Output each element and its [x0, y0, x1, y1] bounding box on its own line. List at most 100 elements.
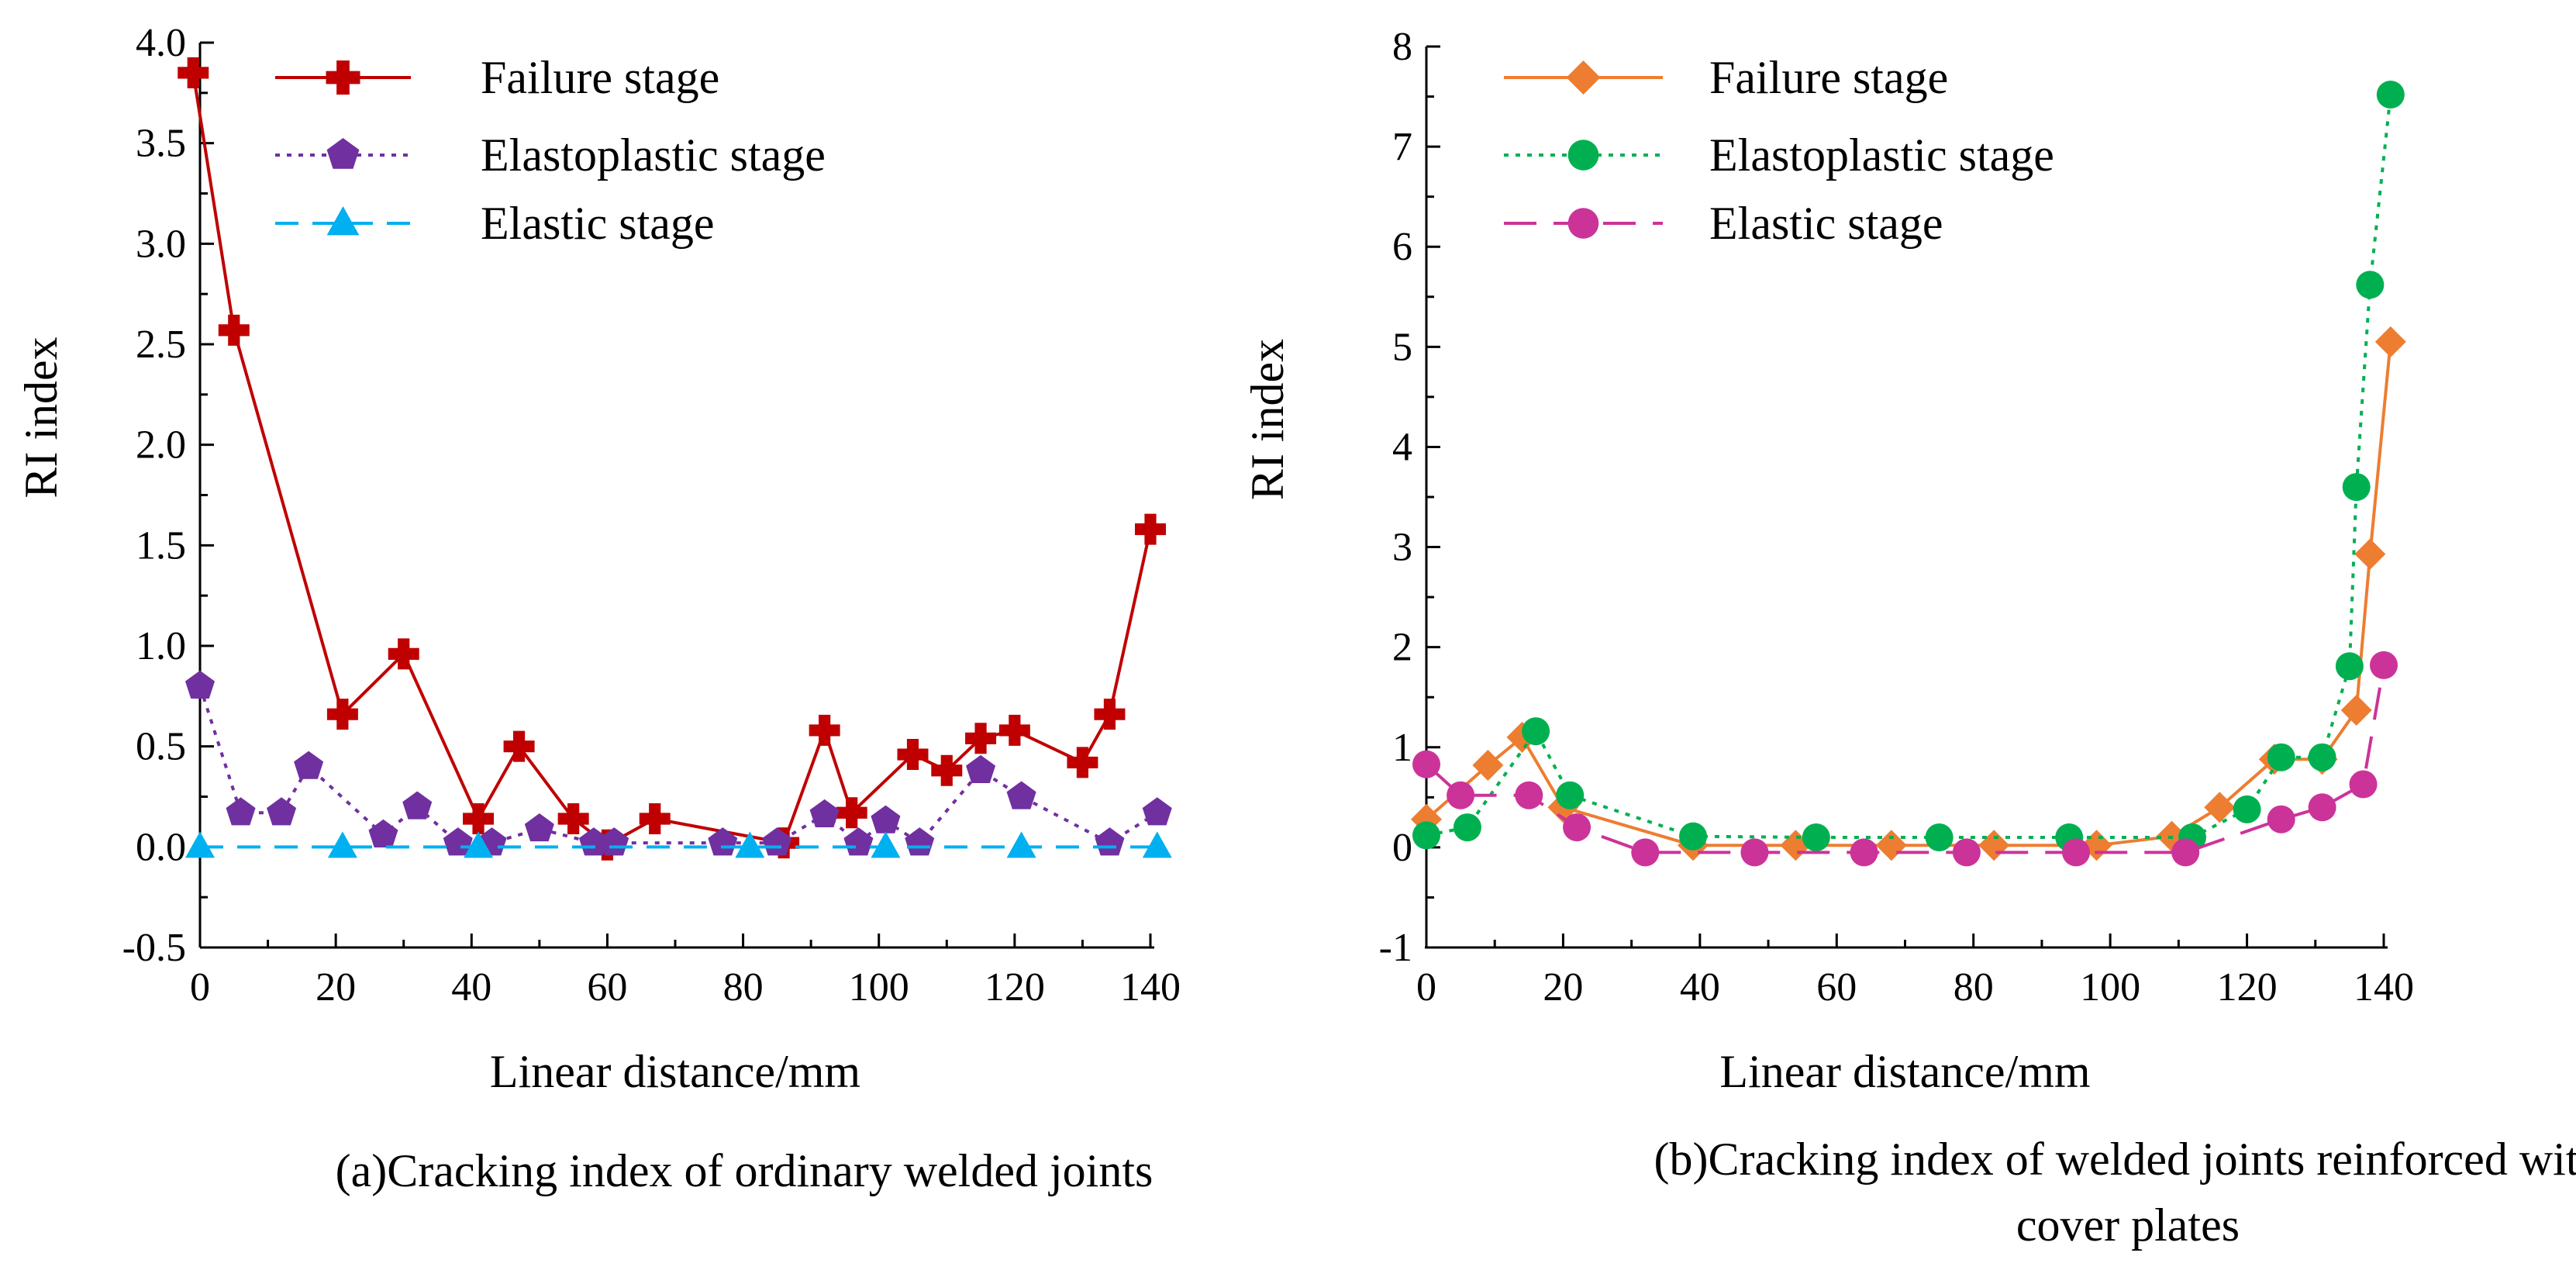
- y-axis-label: RI index: [1242, 339, 1293, 500]
- x-tick-label: 100: [2080, 965, 2140, 1010]
- data-point: [1522, 717, 1550, 746]
- data-point: [388, 638, 419, 670]
- legend-marker: [1566, 60, 1601, 95]
- data-point: [2233, 795, 2261, 823]
- data-point: [464, 831, 494, 858]
- x-tick-label: 20: [316, 965, 356, 1010]
- legend-label: Elastoplastic stage: [481, 129, 826, 181]
- x-tick-label: 60: [587, 965, 627, 1010]
- data-point: [871, 805, 901, 834]
- data-point: [1472, 750, 1504, 782]
- x-tick-label: 140: [1120, 965, 1181, 1010]
- series-line: [1425, 341, 2392, 847]
- x-tick-label: 120: [985, 965, 1045, 1010]
- data-point: [1978, 830, 2010, 861]
- caption-b-line1: (b)Cracking index of welded joints reinf…: [1654, 1134, 2576, 1185]
- data-point: [327, 831, 357, 858]
- data-point: [2308, 793, 2336, 822]
- y-tick-label: 7: [1392, 125, 1412, 169]
- data-point: [1740, 838, 1769, 867]
- legend-marker: [326, 138, 360, 169]
- data-point: [639, 803, 671, 835]
- data-point: [267, 797, 297, 826]
- y-tick-label: 3: [1392, 526, 1412, 570]
- y-tick-label: 8: [1392, 25, 1412, 69]
- x-tick-label: 0: [1416, 965, 1436, 1010]
- x-tick-label: 120: [2217, 965, 2278, 1010]
- series-elastoplastic-stage: [1412, 80, 2405, 851]
- data-point: [2374, 326, 2406, 357]
- legend-label: Elastic stage: [1709, 198, 1943, 249]
- y-tick-label: 0.0: [136, 825, 186, 869]
- data-point: [218, 314, 250, 346]
- series-elastic-stage: [1412, 651, 2398, 867]
- y-tick-label: 5: [1392, 325, 1412, 369]
- data-point: [2356, 271, 2385, 299]
- data-point: [1135, 513, 1166, 545]
- legend-marker: [1567, 208, 1599, 239]
- legend-marker: [1567, 140, 1599, 171]
- data-point: [1453, 813, 1481, 842]
- data-point: [402, 791, 433, 820]
- data-point: [2062, 838, 2091, 867]
- x-tick-label: 40: [451, 965, 491, 1010]
- y-tick-label: -0.5: [122, 926, 186, 970]
- x-tick-label: 20: [1543, 965, 1583, 1010]
- data-point: [1515, 781, 1543, 809]
- data-point: [1925, 823, 1954, 851]
- panel-a: (a)Cracking index of ordinary welded joi…: [16, 21, 1181, 1196]
- x-axis-label: Linear distance/mm: [1719, 1046, 2090, 1097]
- data-point: [294, 751, 324, 779]
- data-point: [897, 739, 929, 771]
- y-tick-label: 1.0: [136, 624, 186, 668]
- data-point: [836, 797, 867, 829]
- data-point: [2349, 770, 2378, 799]
- legend-marker: [326, 206, 360, 236]
- x-tick-label: 80: [1954, 965, 1994, 1010]
- legend-label: Failure stage: [1709, 52, 1948, 103]
- data-point: [1679, 822, 1708, 851]
- y-tick-label: 2: [1392, 626, 1412, 670]
- data-point: [2267, 805, 2295, 834]
- x-tick-label: 0: [190, 965, 210, 1010]
- data-point: [905, 827, 935, 856]
- y-tick-label: 0: [1392, 826, 1412, 870]
- data-point: [965, 723, 997, 754]
- y-tick-label: -1: [1379, 926, 1412, 970]
- data-point: [1412, 750, 1440, 778]
- series-elastic-stage: [185, 831, 1172, 858]
- data-point: [557, 803, 589, 835]
- data-point: [2335, 652, 2364, 681]
- data-point: [1556, 781, 1585, 809]
- data-point: [1006, 831, 1036, 858]
- caption-a: (a)Cracking index of ordinary welded joi…: [336, 1145, 1154, 1196]
- data-point: [998, 714, 1030, 746]
- y-tick-label: 6: [1392, 225, 1412, 269]
- data-point: [1006, 781, 1036, 809]
- legend-label: Failure stage: [481, 52, 719, 103]
- data-point: [2171, 838, 2200, 867]
- series-failure-stage: [1411, 326, 2406, 861]
- legend-label: Elastoplastic stage: [1709, 129, 2054, 181]
- data-point: [1142, 797, 1172, 826]
- data-point: [184, 670, 216, 699]
- y-tick-label: 0.5: [136, 725, 186, 769]
- caption-b-line2: cover plates: [2016, 1199, 2240, 1251]
- y-tick-label: 4: [1392, 425, 1412, 469]
- data-point: [1631, 838, 1660, 867]
- y-tick-label: 3.5: [136, 122, 186, 166]
- data-point: [2370, 651, 2398, 679]
- data-point: [871, 831, 901, 858]
- data-point: [1412, 821, 1440, 850]
- y-axis-label: RI index: [16, 337, 67, 498]
- x-axis-label: Linear distance/mm: [490, 1046, 860, 1097]
- series-line: [1426, 94, 2392, 839]
- data-point: [2376, 80, 2405, 109]
- data-point: [2267, 743, 2295, 771]
- panel-b: (b)Cracking index of welded joints reinf…: [1242, 25, 2576, 1251]
- data-point: [1094, 699, 1126, 730]
- y-tick-label: 1.5: [136, 523, 186, 568]
- data-point: [1875, 830, 1907, 861]
- x-tick-label: 100: [849, 965, 909, 1010]
- data-point: [368, 819, 398, 847]
